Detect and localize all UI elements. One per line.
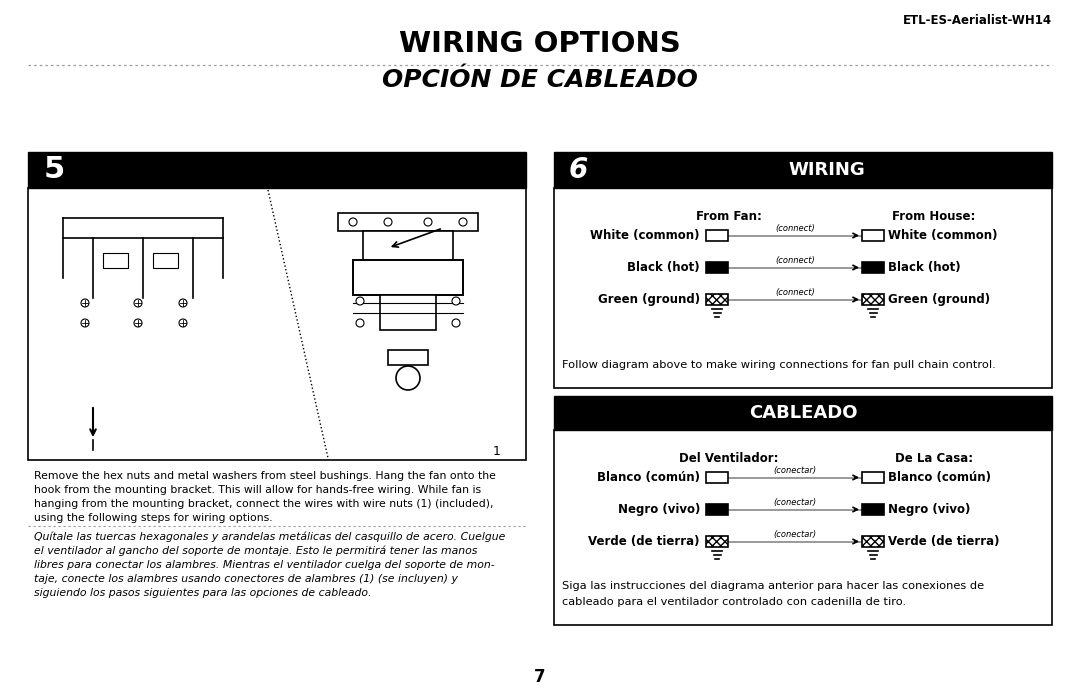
Bar — [706, 262, 728, 273]
Text: using the following steps for wiring options.: using the following steps for wiring opt… — [33, 513, 272, 523]
Bar — [862, 472, 885, 483]
Text: cableado para el ventilador controlado con cadenilla de tiro.: cableado para el ventilador controlado c… — [562, 597, 906, 607]
Text: (conectar): (conectar) — [773, 530, 816, 540]
Bar — [862, 294, 885, 305]
Text: el ventilador al gancho del soporte de montaje. Esto le permitirá tener las mano: el ventilador al gancho del soporte de m… — [33, 546, 477, 556]
Text: Follow diagram above to make wiring connections for fan pull chain control.: Follow diagram above to make wiring conn… — [562, 360, 996, 370]
Circle shape — [424, 218, 432, 226]
Circle shape — [81, 319, 89, 327]
Text: White (common): White (common) — [888, 229, 998, 242]
Bar — [363, 231, 453, 263]
Bar — [28, 152, 526, 188]
Text: Del Ventilador:: Del Ventilador: — [679, 452, 779, 465]
Circle shape — [349, 218, 357, 226]
Text: 7: 7 — [535, 668, 545, 686]
Bar — [353, 260, 463, 295]
Bar — [554, 152, 602, 188]
Text: Verde (de tierra): Verde (de tierra) — [888, 535, 999, 548]
Text: Quítale las tuercas hexagonales y arandelas metálicas del casquillo de acero. Cu: Quítale las tuercas hexagonales y arande… — [33, 532, 505, 542]
Text: OPCIÓN DE CABLEADO: OPCIÓN DE CABLEADO — [382, 68, 698, 92]
Circle shape — [453, 319, 460, 327]
Text: siguiendo los pasos siguientes para las opciones de cableado.: siguiendo los pasos siguientes para las … — [33, 588, 372, 598]
Text: Black (hot): Black (hot) — [627, 261, 700, 274]
Text: Negro (vivo): Negro (vivo) — [888, 503, 970, 516]
Bar — [862, 230, 885, 241]
Bar — [706, 536, 728, 547]
Bar — [602, 152, 1052, 188]
Bar — [554, 430, 1052, 625]
Text: Green (ground): Green (ground) — [598, 293, 700, 306]
Text: (connect): (connect) — [775, 256, 815, 265]
Bar — [28, 188, 526, 460]
Circle shape — [179, 319, 187, 327]
Circle shape — [134, 319, 141, 327]
Text: taje, conecte los alambres usando conectores de alambres (1) (se incluyen) y: taje, conecte los alambres usando conect… — [33, 574, 458, 584]
Text: Siga las instrucciones del diagrama anterior para hacer las conexiones de: Siga las instrucciones del diagrama ante… — [562, 581, 984, 591]
Text: Blanco (común): Blanco (común) — [597, 471, 700, 484]
Text: From Fan:: From Fan: — [697, 210, 761, 223]
Text: hook from the mounting bracket. This will allow for hands-free wiring. While fan: hook from the mounting bracket. This wil… — [33, 485, 481, 495]
Bar — [103, 253, 129, 268]
Circle shape — [81, 299, 89, 307]
Bar — [862, 262, 885, 273]
Text: De La Casa:: De La Casa: — [895, 452, 973, 465]
Text: hanging from the mounting bracket, connect the wires with wire nuts (1) (include: hanging from the mounting bracket, conne… — [33, 499, 494, 509]
Bar — [153, 253, 178, 268]
Bar — [706, 230, 728, 241]
Text: Remove the hex nuts and metal washers from steel bushings. Hang the fan onto the: Remove the hex nuts and metal washers fr… — [33, 471, 496, 481]
Text: 6: 6 — [568, 156, 588, 184]
Text: Negro (vivo): Negro (vivo) — [618, 503, 700, 516]
Bar — [380, 295, 436, 330]
Text: 1: 1 — [494, 445, 501, 458]
Circle shape — [384, 218, 392, 226]
Bar — [338, 213, 478, 231]
Bar — [706, 472, 728, 483]
Text: libres para conectar los alambres. Mientras el ventilador cuelga del soporte de : libres para conectar los alambres. Mient… — [33, 560, 495, 570]
Text: From House:: From House: — [892, 210, 975, 223]
Text: (conectar): (conectar) — [773, 466, 816, 475]
Text: WIRING: WIRING — [788, 161, 865, 179]
Circle shape — [453, 297, 460, 305]
Bar — [554, 396, 1052, 430]
Text: 5: 5 — [44, 156, 65, 184]
Bar — [554, 188, 1052, 388]
Circle shape — [179, 299, 187, 307]
Circle shape — [356, 319, 364, 327]
Bar — [706, 294, 728, 305]
Bar — [862, 504, 885, 515]
Circle shape — [134, 299, 141, 307]
Bar — [388, 350, 428, 365]
Text: Verde (de tierra): Verde (de tierra) — [589, 535, 700, 548]
Bar — [706, 504, 728, 515]
Circle shape — [396, 366, 420, 390]
Text: (connect): (connect) — [775, 225, 815, 234]
Text: Blanco (común): Blanco (común) — [888, 471, 991, 484]
Text: Green (ground): Green (ground) — [888, 293, 990, 306]
Text: White (common): White (common) — [591, 229, 700, 242]
Text: (connect): (connect) — [775, 288, 815, 297]
Text: ETL-ES-Aerialist-WH14: ETL-ES-Aerialist-WH14 — [903, 14, 1052, 27]
Text: Black (hot): Black (hot) — [888, 261, 960, 274]
Circle shape — [356, 297, 364, 305]
Circle shape — [459, 218, 467, 226]
Text: (conectar): (conectar) — [773, 498, 816, 507]
Text: CABLEADO: CABLEADO — [748, 404, 858, 422]
Bar — [862, 536, 885, 547]
Text: WIRING OPTIONS: WIRING OPTIONS — [400, 30, 680, 58]
